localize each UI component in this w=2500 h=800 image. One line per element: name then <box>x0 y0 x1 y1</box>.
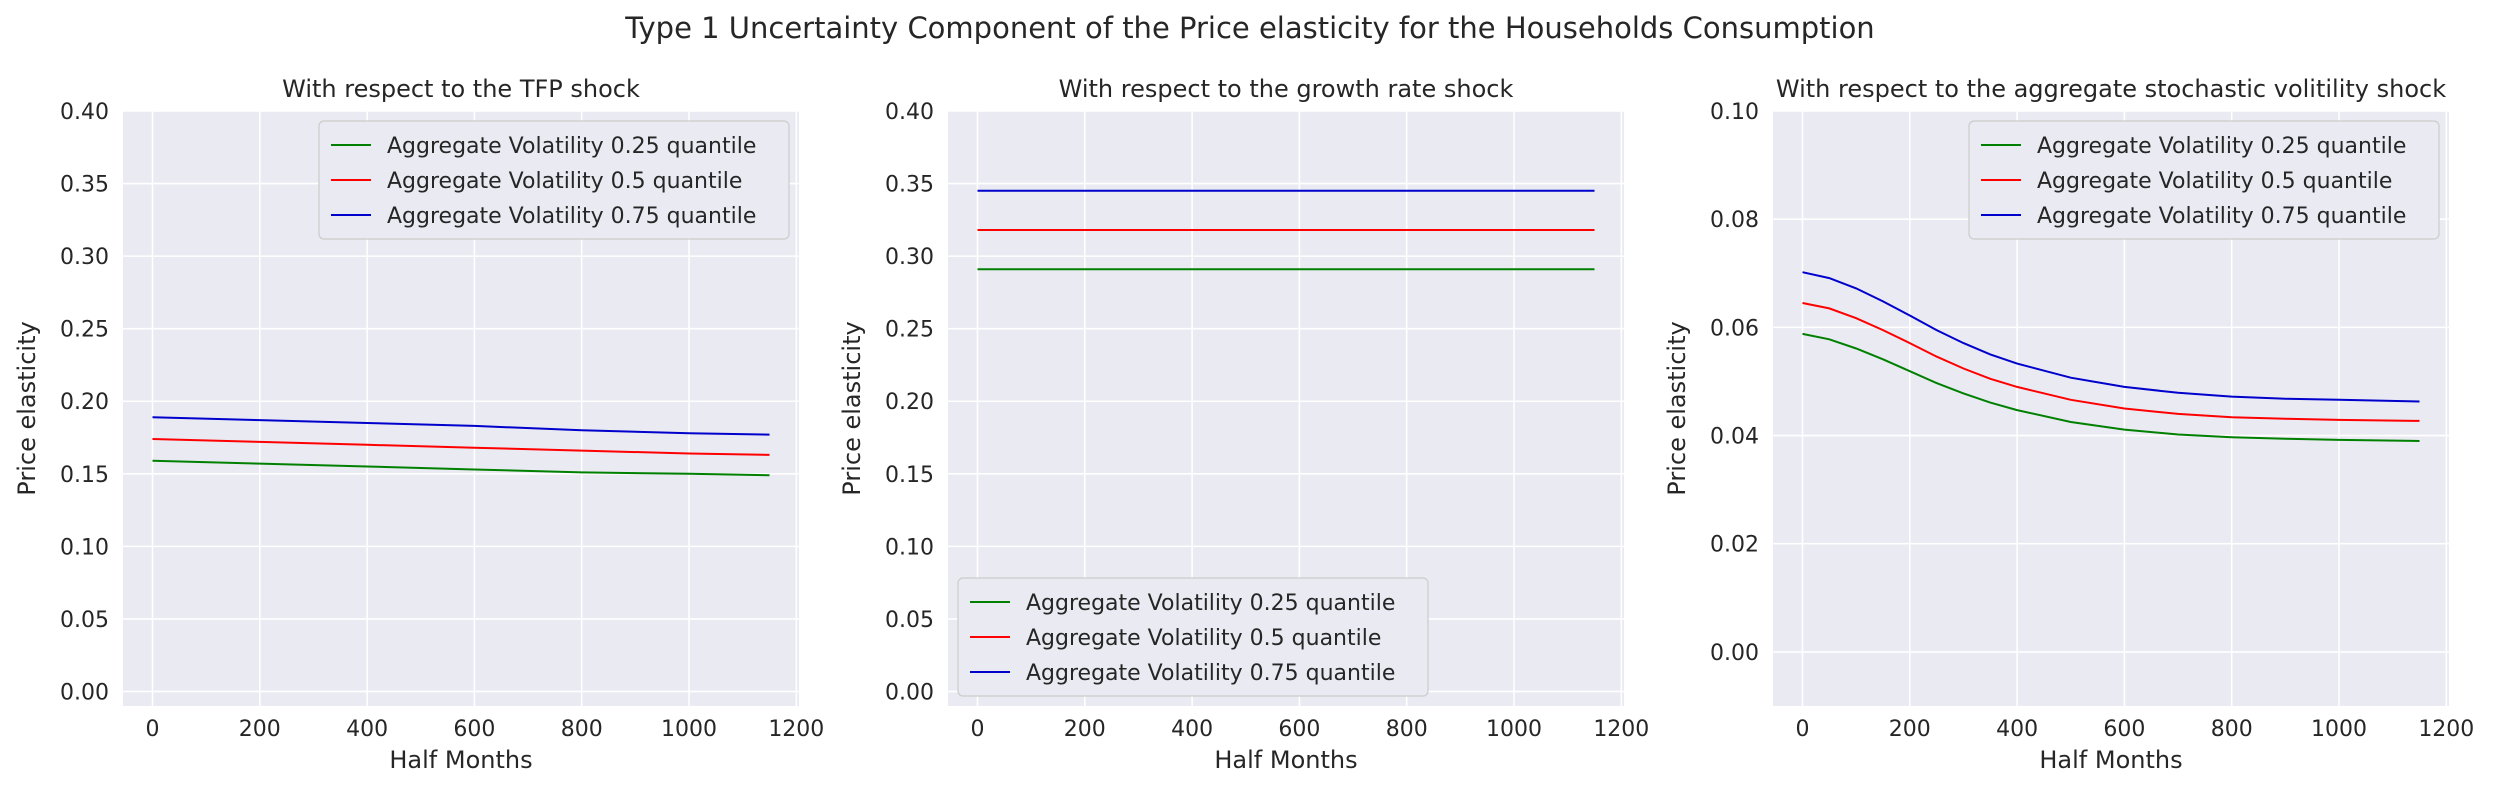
y-tick-label: 0.15 <box>60 463 109 488</box>
x-axis-label: Half Months <box>389 746 532 774</box>
legend-label: Aggregate Volatility 0.25 quantile <box>387 134 756 159</box>
x-tick-label: 0 <box>1796 717 1810 742</box>
subplot-2: 0 200 400 600 800 1000 1200 0.00 0.05 0.10 0.15 0.2… <box>838 75 1649 774</box>
x-tick-label: 0 <box>971 717 985 742</box>
x-tick-label: 400 <box>346 717 388 742</box>
y-tick-label: 0.00 <box>1710 641 1759 666</box>
legend-box <box>957 577 1429 697</box>
x-tick-label: 1200 <box>1593 717 1649 742</box>
series-line-1 <box>1802 332 2420 442</box>
y-axis-label: Price elasticity <box>13 321 41 495</box>
x-tick-label: 0 <box>146 717 160 742</box>
y-tick-label: 0.04 <box>1710 425 1759 450</box>
x-axis-label: Half Months <box>2039 746 2182 774</box>
x-tick-label: 1200 <box>768 717 824 742</box>
subplot-1: 0 200 400 600 800 1000 1200 0.00 0.05 0.10 0.15 0.2… <box>13 75 824 774</box>
y-tick-label: 0.00 <box>60 680 109 705</box>
y-tick-label: 0.08 <box>1710 208 1759 233</box>
subplot-3: 0 200 400 600 800 1000 1200 0.00 0.02 0.04 0.06 0.0… <box>1663 75 2474 774</box>
legend-label: Aggregate Volatility 0.5 quantile <box>1026 626 1381 651</box>
y-tick-label: 0.10 <box>1710 100 1759 125</box>
y-tick-label: 0.40 <box>885 100 934 125</box>
y-tick-label: 0.25 <box>60 318 109 343</box>
y-axis-label: Price elasticity <box>1663 321 1691 495</box>
y-tick-label: 0.02 <box>1710 533 1759 558</box>
y-tick-label: 0.35 <box>885 173 934 198</box>
x-tick-label: 1000 <box>1486 717 1542 742</box>
series-line-3 <box>1802 271 2420 403</box>
series-line-2 <box>152 438 770 456</box>
legend-box <box>318 120 790 240</box>
legend-label: Aggregate Volatility 0.25 quantile <box>2037 134 2406 159</box>
x-tick-label: 1200 <box>2418 717 2474 742</box>
x-tick-label: 400 <box>1996 717 2038 742</box>
y-tick-label: 0.00 <box>885 680 934 705</box>
x-tick-label: 400 <box>1171 717 1213 742</box>
legend: Aggregate Volatility 0.25 quantile Aggreg… <box>318 120 790 240</box>
y-tick-label: 0.10 <box>885 535 934 560</box>
legend-label: Aggregate Volatility 0.75 quantile <box>1026 661 1395 686</box>
x-tick-label: 600 <box>2103 717 2145 742</box>
x-tick-label: 800 <box>1386 717 1428 742</box>
subplot-title: With respect to the TFP shock <box>282 75 640 103</box>
y-tick-label: 0.10 <box>60 535 109 560</box>
legend: Aggregate Volatility 0.25 quantile Aggreg… <box>957 577 1429 697</box>
y-tick-label: 0.20 <box>60 390 109 415</box>
subplot-title: With respect to the growth rate shock <box>1059 75 1514 103</box>
x-tick-label: 200 <box>1064 717 1106 742</box>
x-tick-label: 800 <box>2211 717 2253 742</box>
y-tick-label: 0.20 <box>885 390 934 415</box>
legend-label: Aggregate Volatility 0.75 quantile <box>2037 204 2406 229</box>
y-tick-label: 0.30 <box>885 245 934 270</box>
y-tick-label: 0.35 <box>60 173 109 198</box>
series-line-2 <box>1802 302 2420 422</box>
x-axis-label: Half Months <box>1214 746 1357 774</box>
legend-label: Aggregate Volatility 0.5 quantile <box>2037 169 2392 194</box>
x-tick-label: 600 <box>453 717 495 742</box>
x-tick-label: 1000 <box>661 717 717 742</box>
y-tick-label: 0.06 <box>1710 316 1759 341</box>
x-tick-label: 800 <box>561 717 603 742</box>
legend-label: Aggregate Volatility 0.25 quantile <box>1026 591 1395 616</box>
x-tick-label: 200 <box>239 717 281 742</box>
x-tick-label: 600 <box>1278 717 1320 742</box>
x-tick-label: 1000 <box>2311 717 2367 742</box>
y-axis-label: Price elasticity <box>838 321 866 495</box>
y-tick-label: 0.30 <box>60 245 109 270</box>
y-tick-label: 0.05 <box>60 608 109 633</box>
y-tick-label: 0.25 <box>885 318 934 343</box>
subplot-title: With respect to the aggregate stochastic… <box>1776 75 2446 103</box>
y-tick-label: 0.05 <box>885 608 934 633</box>
x-tick-label: 200 <box>1889 717 1931 742</box>
legend-box <box>1968 120 2440 240</box>
series-line-3 <box>152 416 770 436</box>
y-tick-label: 0.40 <box>60 100 109 125</box>
series-line-1 <box>152 459 770 477</box>
legend-label: Aggregate Volatility 0.5 quantile <box>387 169 742 194</box>
legend: Aggregate Volatility 0.25 quantile Aggreg… <box>1968 120 2440 240</box>
y-tick-label: 0.15 <box>885 463 934 488</box>
subplots: 0 200 400 600 800 1000 1200 0.00 0.05 0.10 0.15 0.2… <box>13 75 2474 774</box>
legend-label: Aggregate Volatility 0.75 quantile <box>387 204 756 229</box>
figure-title: Type 1 Uncertainty Component of the Pric… <box>624 11 1874 45</box>
